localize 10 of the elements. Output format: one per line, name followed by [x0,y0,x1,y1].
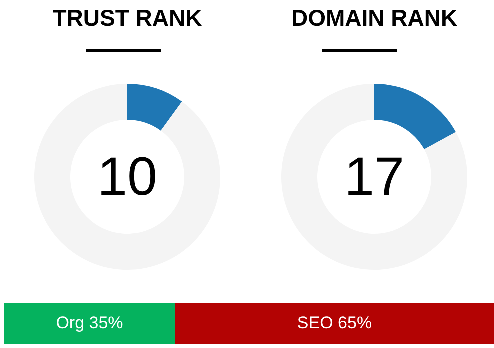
text: 17 [344,147,405,207]
data-label: Org 35% [56,314,124,332]
donut-slice [282,84,468,270]
text: 10 [97,147,158,207]
donut-slice [34,84,220,270]
data-label: SEO 65% [297,314,372,332]
donut-slice [374,84,456,150]
donut-slice [128,84,182,131]
chart-title: DOMAIN RANK [291,5,458,31]
chart-title: TRUST RANK [52,5,203,31]
